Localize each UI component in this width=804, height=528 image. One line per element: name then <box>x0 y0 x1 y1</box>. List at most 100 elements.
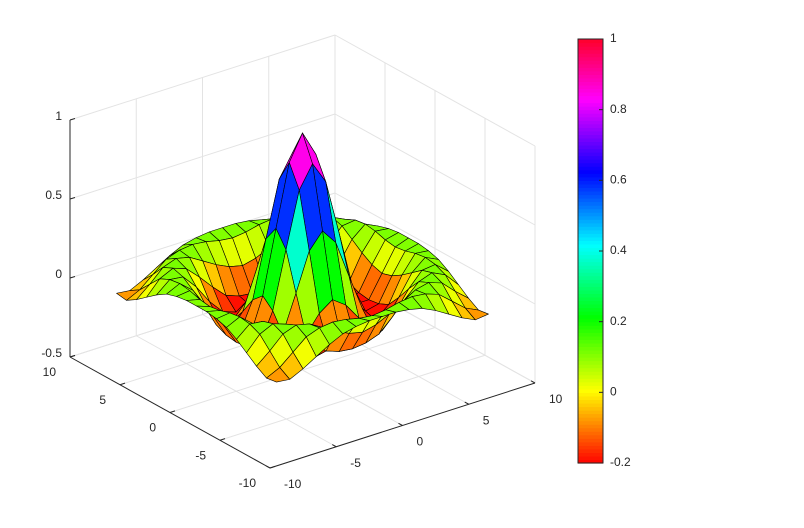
colorbar-segment <box>578 84 603 90</box>
colorbar-tick-label: -0.2 <box>610 455 631 469</box>
y-tick <box>219 438 226 441</box>
x-tick <box>398 422 403 426</box>
colorbar-segment <box>578 46 603 51</box>
colorbar-segment <box>578 106 603 111</box>
colorbar-segment <box>578 190 603 196</box>
colorbar-segment <box>578 109 603 114</box>
colorbar-segment <box>578 424 603 429</box>
colorbar-segment <box>578 130 603 135</box>
colorbar-segment <box>578 357 603 362</box>
colorbar-segment <box>578 420 603 425</box>
colorbar-segment <box>578 116 603 121</box>
colorbar-segment <box>578 367 603 372</box>
colorbar-segment <box>578 226 603 231</box>
colorbar-segment <box>578 385 603 390</box>
colorbar-segment <box>578 265 603 270</box>
colorbar-segment <box>578 374 603 379</box>
x-tick-label: 5 <box>483 413 490 427</box>
colorbar-tick-label: 1 <box>610 31 617 45</box>
colorbar-segment <box>578 247 603 252</box>
colorbar-segment <box>578 455 603 461</box>
colorbar-segment <box>578 88 603 93</box>
colorbar-segment <box>578 70 603 75</box>
y-tick-label: 0 <box>149 421 156 435</box>
colorbar-segment <box>578 314 603 319</box>
colorbar-tick-label: 0 <box>610 385 617 399</box>
colorbar-segment <box>578 120 603 125</box>
colorbar-segment <box>578 342 603 347</box>
z-tick-label: 1 <box>55 109 62 123</box>
colorbar-segment <box>578 349 603 355</box>
colorbar-segment <box>578 346 603 351</box>
colorbar-segment <box>578 335 603 340</box>
x-tick-label: -5 <box>350 456 361 470</box>
colorbar-segment <box>578 92 603 97</box>
colorbar-segment <box>578 134 603 139</box>
z-tick <box>69 118 76 121</box>
colorbar-segment <box>578 39 603 44</box>
colorbar-segment <box>578 441 603 446</box>
colorbar-segment <box>578 448 603 453</box>
colorbar-tick-label: 0.4 <box>610 243 627 257</box>
grid-line <box>69 34 336 121</box>
colorbar-segment <box>578 360 603 365</box>
colorbar-segment <box>578 95 603 100</box>
colorbar-segment <box>578 452 603 457</box>
colorbar-segment <box>578 159 603 164</box>
colorbar-segment <box>578 99 603 104</box>
colorbar-segment <box>578 152 603 157</box>
colorbar-segment <box>578 272 603 277</box>
y-tick-label: -10 <box>239 476 257 490</box>
x-tick-label: -10 <box>284 477 302 491</box>
colorbar-segment <box>578 81 603 86</box>
colorbar-segment <box>578 381 603 386</box>
colorbar-segment <box>578 201 603 206</box>
colorbar-segment <box>578 388 603 393</box>
colorbar-segment <box>578 413 603 418</box>
colorbar-segment <box>578 364 603 369</box>
x-tick <box>265 465 271 469</box>
colorbar-segment <box>578 282 603 287</box>
colorbar-segment <box>578 74 603 79</box>
grid-line <box>334 192 536 305</box>
x-tick <box>530 380 536 384</box>
colorbar-segment <box>578 321 603 326</box>
x-tick <box>332 444 337 448</box>
z-tick <box>69 276 76 279</box>
colorbar-segment <box>578 268 603 273</box>
grid-line <box>334 113 536 226</box>
colorbar-segment <box>578 399 603 404</box>
colorbar-segment <box>578 194 603 199</box>
colorbar-segment <box>578 215 603 220</box>
colorbar-segment <box>578 60 603 65</box>
surface-patch <box>266 367 291 383</box>
colorbar-segment <box>578 406 603 411</box>
z-tick-label: 0.5 <box>45 188 62 202</box>
colorbar-segment <box>578 275 603 280</box>
colorbar-segment <box>578 438 603 443</box>
colorbar-segment <box>578 395 603 400</box>
colorbar-segment <box>578 378 603 383</box>
grid-line <box>334 34 536 147</box>
colorbar-segment <box>578 402 603 408</box>
colorbar-segment <box>578 434 603 439</box>
colorbar-segment <box>578 311 603 316</box>
colorbar-segment <box>578 240 603 245</box>
colorbar-segment <box>578 166 603 171</box>
colorbar-segment <box>578 155 603 160</box>
colorbar-segment <box>578 173 603 178</box>
colorbar-segment <box>578 289 603 294</box>
axes-layer: -0.5 0 0.5 1 -10 -5 0 5 10 -10 -5 0 5 10 <box>41 109 562 491</box>
colorbar-tick-label: 0.2 <box>610 314 627 328</box>
colorbar-segment <box>578 49 603 54</box>
colorbar-segment <box>578 113 603 118</box>
colorbar-segment <box>578 145 603 150</box>
colorbar-segment <box>578 236 603 241</box>
colorbar-segment <box>578 304 603 309</box>
colorbar-segment <box>578 410 603 415</box>
colorbar-tick-label: 0.6 <box>610 173 627 187</box>
y-tick <box>269 465 276 469</box>
y-tick <box>69 354 76 358</box>
surface-layer <box>116 132 489 383</box>
